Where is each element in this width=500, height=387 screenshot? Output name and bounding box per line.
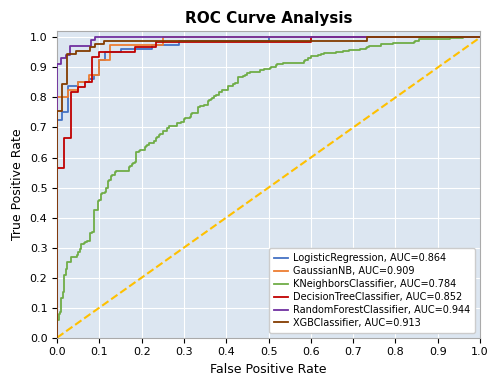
RandomForestClassifier, AUC=0.944 (477, 35, 483, 40)
Line: DecisionTreeClassifier, AUC=0.852: DecisionTreeClassifier, AUC=0.852 (57, 38, 480, 337)
DecisionTreeClassifier, AUC=0.852 (428, 35, 434, 40)
RandomForestClassifier, AUC=0.944 (67, 47, 73, 52)
GaussianNB, AUC=0.909 (477, 35, 483, 40)
DecisionTreeClassifier, AUC=0.852 (54, 195, 60, 200)
KNeighborsClassifier, AUC=0.784 (54, 335, 60, 340)
DecisionTreeClassifier, AUC=0.852 (118, 50, 124, 55)
Y-axis label: True Positive Rate: True Positive Rate (11, 129, 24, 240)
Title: ROC Curve Analysis: ROC Curve Analysis (185, 11, 352, 26)
XGBClassifier, AUC=0.913 (181, 38, 187, 43)
DecisionTreeClassifier, AUC=0.852 (477, 35, 483, 40)
Line: LogisticRegression, AUC=0.864: LogisticRegression, AUC=0.864 (57, 38, 480, 337)
Line: RandomForestClassifier, AUC=0.944: RandomForestClassifier, AUC=0.944 (57, 38, 480, 337)
GaussianNB, AUC=0.909 (54, 170, 60, 175)
XGBClassifier, AUC=0.913 (477, 35, 483, 40)
KNeighborsClassifier, AUC=0.784 (105, 181, 111, 186)
LogisticRegression, AUC=0.864 (54, 140, 60, 145)
RandomForestClassifier, AUC=0.944 (147, 35, 153, 40)
RandomForestClassifier, AUC=0.944 (88, 44, 94, 49)
DecisionTreeClassifier, AUC=0.852 (61, 145, 67, 150)
Legend: LogisticRegression, AUC=0.864, GaussianNB, AUC=0.909, KNeighborsClassifier, AUC=: LogisticRegression, AUC=0.864, GaussianN… (269, 248, 475, 333)
GaussianNB, AUC=0.909 (86, 73, 92, 77)
GaussianNB, AUC=0.909 (54, 335, 60, 340)
KNeighborsClassifier, AUC=0.784 (182, 117, 188, 122)
KNeighborsClassifier, AUC=0.784 (257, 68, 263, 73)
XGBClassifier, AUC=0.913 (64, 68, 70, 73)
RandomForestClassifier, AUC=0.944 (54, 335, 60, 340)
GaussianNB, AUC=0.909 (329, 35, 335, 40)
XGBClassifier, AUC=0.913 (54, 135, 60, 140)
KNeighborsClassifier, AUC=0.784 (205, 99, 211, 104)
XGBClassifier, AUC=0.913 (59, 95, 65, 100)
KNeighborsClassifier, AUC=0.784 (405, 41, 411, 46)
GaussianNB, AUC=0.909 (308, 35, 314, 40)
GaussianNB, AUC=0.909 (160, 35, 166, 40)
KNeighborsClassifier, AUC=0.784 (322, 51, 328, 56)
LogisticRegression, AUC=0.864 (313, 35, 319, 40)
GaussianNB, AUC=0.909 (54, 163, 60, 167)
DecisionTreeClassifier, AUC=0.852 (54, 335, 60, 340)
XGBClassifier, AUC=0.913 (78, 48, 84, 53)
LogisticRegression, AUC=0.864 (477, 35, 483, 40)
KNeighborsClassifier, AUC=0.784 (460, 35, 466, 40)
RandomForestClassifier, AUC=0.944 (92, 35, 98, 40)
RandomForestClassifier, AUC=0.944 (54, 182, 60, 187)
LogisticRegression, AUC=0.864 (197, 39, 203, 43)
Line: GaussianNB, AUC=0.909: GaussianNB, AUC=0.909 (57, 38, 480, 337)
Line: XGBClassifier, AUC=0.913: XGBClassifier, AUC=0.913 (57, 38, 480, 337)
LogisticRegression, AUC=0.864 (54, 137, 60, 141)
RandomForestClassifier, AUC=0.944 (464, 35, 470, 40)
XGBClassifier, AUC=0.913 (54, 335, 60, 340)
LogisticRegression, AUC=0.864 (54, 283, 60, 288)
LogisticRegression, AUC=0.864 (54, 335, 60, 340)
X-axis label: False Positive Rate: False Positive Rate (210, 363, 327, 376)
DecisionTreeClassifier, AUC=0.852 (308, 35, 314, 40)
RandomForestClassifier, AUC=0.944 (338, 35, 344, 40)
DecisionTreeClassifier, AUC=0.852 (181, 40, 187, 45)
KNeighborsClassifier, AUC=0.784 (477, 35, 483, 40)
GaussianNB, AUC=0.909 (54, 193, 60, 197)
LogisticRegression, AUC=0.864 (318, 35, 324, 40)
XGBClassifier, AUC=0.913 (73, 48, 79, 53)
XGBClassifier, AUC=0.913 (364, 35, 370, 40)
DecisionTreeClassifier, AUC=0.852 (463, 35, 469, 40)
LogisticRegression, AUC=0.864 (266, 35, 272, 40)
Line: KNeighborsClassifier, AUC=0.784: KNeighborsClassifier, AUC=0.784 (57, 38, 480, 337)
